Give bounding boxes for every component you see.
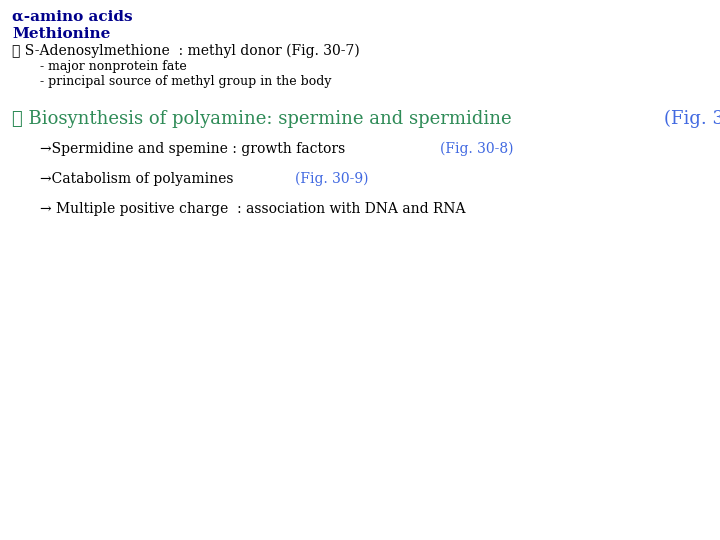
Text: (Fig. 30-9): (Fig. 30-9) [295, 172, 369, 186]
Text: → Multiple positive charge  : association with DNA and RNA: → Multiple positive charge : association… [40, 202, 466, 216]
Text: →Catabolism of polyamines: →Catabolism of polyamines [40, 172, 238, 186]
Text: →Spermidine and spemine : growth factors: →Spermidine and spemine : growth factors [40, 142, 350, 156]
Text: - principal source of methyl group in the body: - principal source of methyl group in th… [28, 75, 331, 88]
Text: ① S-Adenosylmethione  : methyl donor (Fig. 30-7): ① S-Adenosylmethione : methyl donor (Fig… [12, 44, 360, 58]
Text: Methionine: Methionine [12, 27, 110, 41]
Text: α-amino acids: α-amino acids [12, 10, 132, 24]
Text: (Fig. 31-4): (Fig. 31-4) [664, 110, 720, 128]
Text: - major nonprotein fate: - major nonprotein fate [28, 60, 186, 73]
Text: ② Biosynthesis of polyamine: spermine and spermidine: ② Biosynthesis of polyamine: spermine an… [12, 110, 518, 128]
Text: (Fig. 30-8): (Fig. 30-8) [439, 142, 513, 157]
